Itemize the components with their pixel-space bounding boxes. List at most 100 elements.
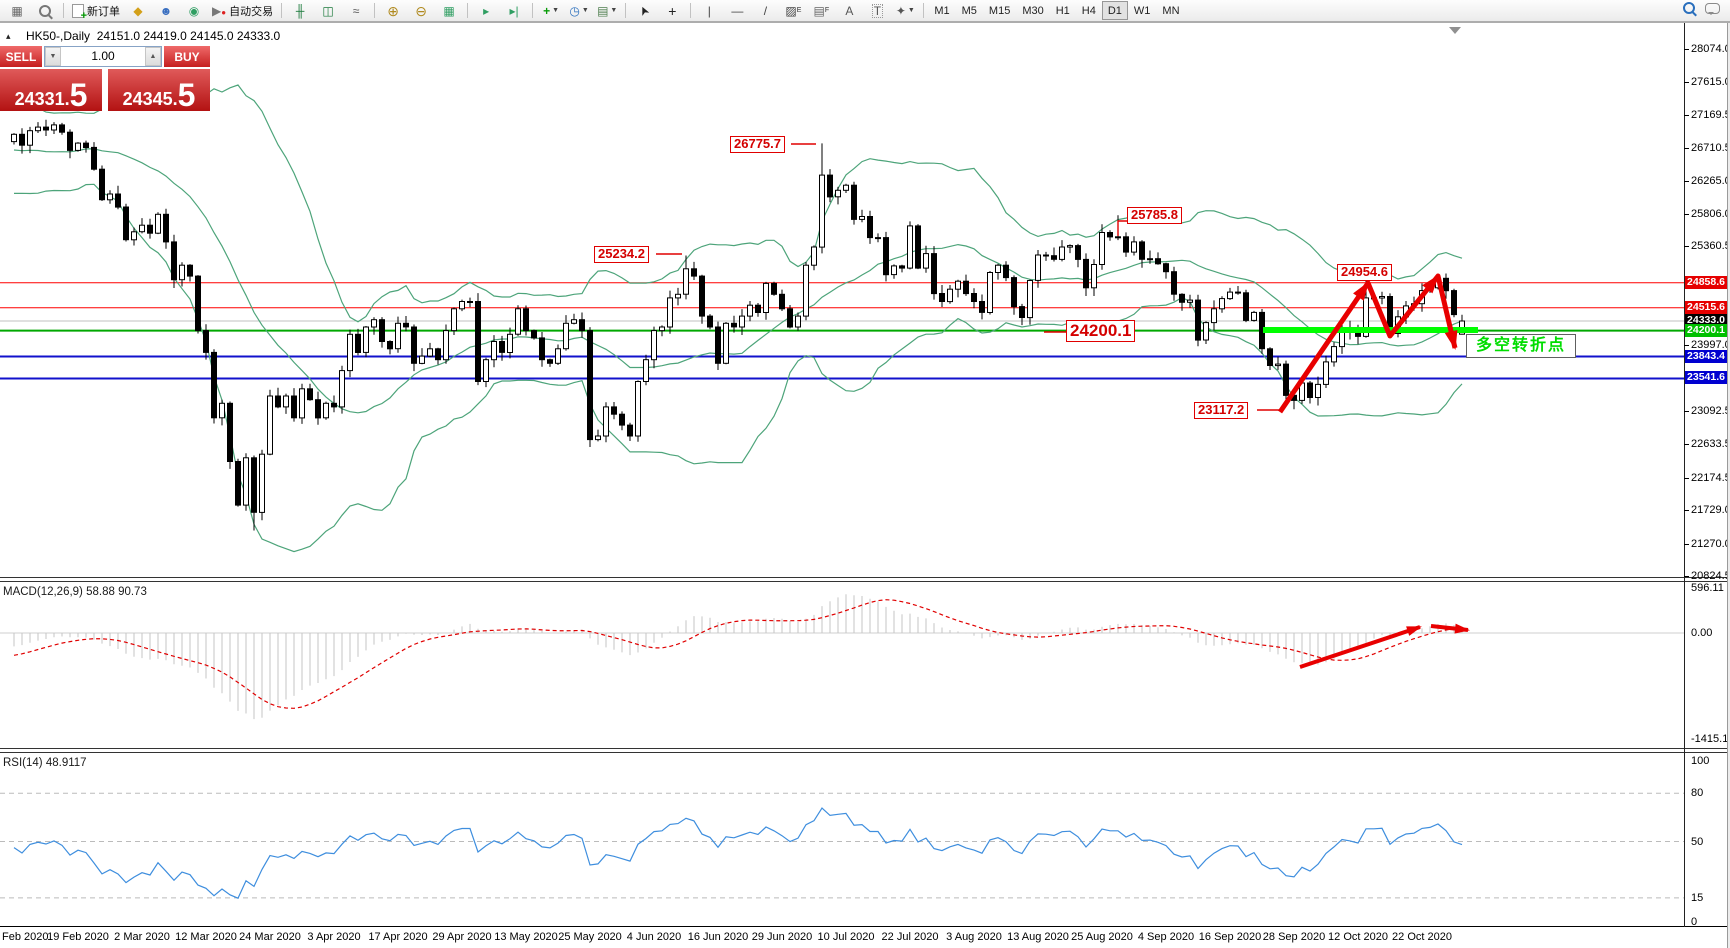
new-order-label: 新订单: [87, 5, 120, 18]
autotrading-button[interactable]: ▶● 自动交易: [208, 1, 277, 21]
signals-icon[interactable]: ◉: [180, 1, 208, 21]
bar-chart-icon[interactable]: ╫: [295, 3, 305, 18]
price-line-badge: 23843.4: [1685, 350, 1727, 363]
volume-increase-button[interactable]: ▲: [145, 47, 161, 66]
rsi-pane-separator[interactable]: [0, 748, 1730, 749]
price-tick: [1684, 544, 1689, 545]
templates-icon[interactable]: ▤ ▼: [597, 3, 618, 18]
price-callout[interactable]: 25234.2: [594, 246, 649, 263]
timeframe-m1[interactable]: M1: [934, 4, 950, 17]
profiles-icon[interactable]: [31, 1, 59, 21]
auto-scroll-icon[interactable]: ▸: [483, 3, 490, 18]
date-axis-label: 24 Mar 2020: [239, 931, 301, 943]
symbol-period-label: HK50-,Daily: [26, 29, 91, 43]
price-tick: [1684, 411, 1689, 412]
timeframe-m15[interactable]: M15: [988, 4, 1011, 17]
horizontal-line-icon[interactable]: —: [731, 3, 744, 18]
shapes-icon[interactable]: ✦ ▼: [895, 3, 915, 18]
timeframe-w1[interactable]: W1: [1133, 4, 1151, 17]
main-toolbar: ▦ 新订单 ◆ ☻ ◉ ▶● 自动交易 ╫ ◫ ≈ ⊕ ⊖ ▦ ▸ ▸| +▼ …: [0, 0, 1730, 22]
price-tick: [1684, 510, 1689, 511]
turning-point-annotation[interactable]: 多空转折点: [1466, 334, 1576, 358]
timeframe-d1[interactable]: D1: [1101, 1, 1128, 20]
price-line-badge: 24858.6: [1685, 276, 1727, 289]
buy-price-main: 24345.: [122, 89, 178, 109]
toolbar-separator: [467, 3, 469, 18]
indicators-icon[interactable]: + ▼: [543, 3, 560, 18]
timeframe-m5[interactable]: M5: [961, 4, 977, 17]
date-axis-label: 4 Sep 2020: [1137, 931, 1195, 943]
price-line-badge: 24200.1: [1685, 324, 1727, 337]
toolbar-separator: [374, 3, 376, 18]
trendline-icon[interactable]: /: [763, 3, 768, 18]
price-callout[interactable]: 24200.1: [1066, 320, 1136, 342]
one-click-toggle-icon[interactable]: ▴: [6, 31, 11, 41]
price-line-badge: 23541.6: [1685, 371, 1727, 384]
timeframe-mn[interactable]: MN: [1162, 4, 1180, 17]
price-axis-label: 28074.0: [1691, 43, 1730, 55]
rsi-pane-separator-line: [0, 752, 1730, 753]
buy-price-display[interactable]: 24345. 5: [108, 69, 210, 111]
magnifier-window-icon: [39, 4, 51, 17]
sell-price-display[interactable]: 24331. 5: [0, 69, 102, 111]
rsi-axis-label: 0: [1691, 916, 1698, 928]
macd-pane-separator[interactable]: [0, 577, 1730, 578]
fibonacci-icon[interactable]: ▤ F: [813, 3, 830, 18]
line-chart-icon[interactable]: ≈: [352, 3, 360, 18]
chart-window-icon[interactable]: ▦: [3, 1, 31, 21]
price-tick: [1684, 214, 1689, 215]
price-callout[interactable]: 26775.7: [730, 136, 785, 153]
date-axis-label: 16 Sep 2020: [1198, 931, 1262, 943]
text-tool-icon[interactable]: A: [845, 3, 854, 18]
search-icon[interactable]: [1683, 2, 1695, 14]
volume-input[interactable]: 1.00: [91, 49, 115, 63]
vertical-line-icon[interactable]: |: [707, 3, 711, 18]
toolbar-separator: [281, 3, 283, 18]
market-depth-icon[interactable]: ◆: [124, 1, 152, 21]
date-axis-label: 25 Aug 2020: [1071, 931, 1133, 943]
macd-pane-separator-line: [0, 581, 1730, 582]
date-axis-label: 25 May 2020: [558, 931, 622, 943]
rsi-label: RSI(14) 48.9117: [3, 757, 87, 769]
cursor-icon[interactable]: ➤: [635, 2, 653, 19]
buy-button[interactable]: BUY: [164, 46, 210, 67]
rsi-axis-label: 15: [1691, 892, 1704, 904]
macd-axis-label: -1415.19: [1691, 733, 1730, 745]
community-icon[interactable]: ☻: [152, 1, 180, 21]
toolbar-separator: [625, 3, 627, 18]
toolbar-separator: [63, 3, 64, 18]
timeframe-h1[interactable]: H1: [1055, 4, 1070, 17]
price-axis-label: 21729.0: [1691, 504, 1730, 516]
volume-decrease-button[interactable]: ▼: [45, 47, 61, 66]
toolbar-separator: [532, 3, 534, 18]
date-axis-label: 2 Mar 2020: [114, 931, 170, 943]
sell-button[interactable]: SELL: [0, 46, 42, 67]
date-axis-label: 22 Jul 2020: [881, 931, 939, 943]
tile-windows-icon[interactable]: ▦: [443, 3, 455, 18]
toolbar-separator: [690, 3, 692, 18]
chart-shift-icon[interactable]: ▸|: [509, 3, 519, 18]
label-tool-icon[interactable]: T: [871, 3, 884, 18]
candlestick-chart-icon[interactable]: ◫: [322, 3, 334, 18]
zoom-in-icon[interactable]: ⊕: [387, 2, 399, 19]
chat-icon[interactable]: [1705, 2, 1720, 15]
crosshair-icon[interactable]: +: [668, 2, 677, 19]
timeframe-m30[interactable]: M30: [1022, 4, 1044, 17]
price-tick: [1684, 345, 1689, 346]
autotrading-icon: ▶●: [212, 3, 227, 18]
zoom-out-icon[interactable]: ⊖: [415, 2, 427, 19]
price-axis-label: 23997.0: [1691, 339, 1730, 351]
timeframe-h4[interactable]: H4: [1081, 4, 1096, 17]
channel-icon[interactable]: ▨ E: [785, 3, 802, 18]
price-axis-label: 22633.5: [1691, 438, 1730, 450]
signal-icon: ◉: [188, 3, 200, 18]
price-axis-label: 22174.5: [1691, 472, 1730, 484]
date-axis-label: 22 Oct 2020: [1392, 931, 1452, 943]
new-order-button[interactable]: 新订单: [68, 1, 124, 22]
price-callout[interactable]: 23117.2: [1194, 402, 1249, 419]
periods-icon[interactable]: ◷ ▼: [569, 3, 589, 18]
price-callout[interactable]: 24954.6: [1337, 264, 1392, 281]
price-callout[interactable]: 25785.8: [1127, 207, 1182, 224]
